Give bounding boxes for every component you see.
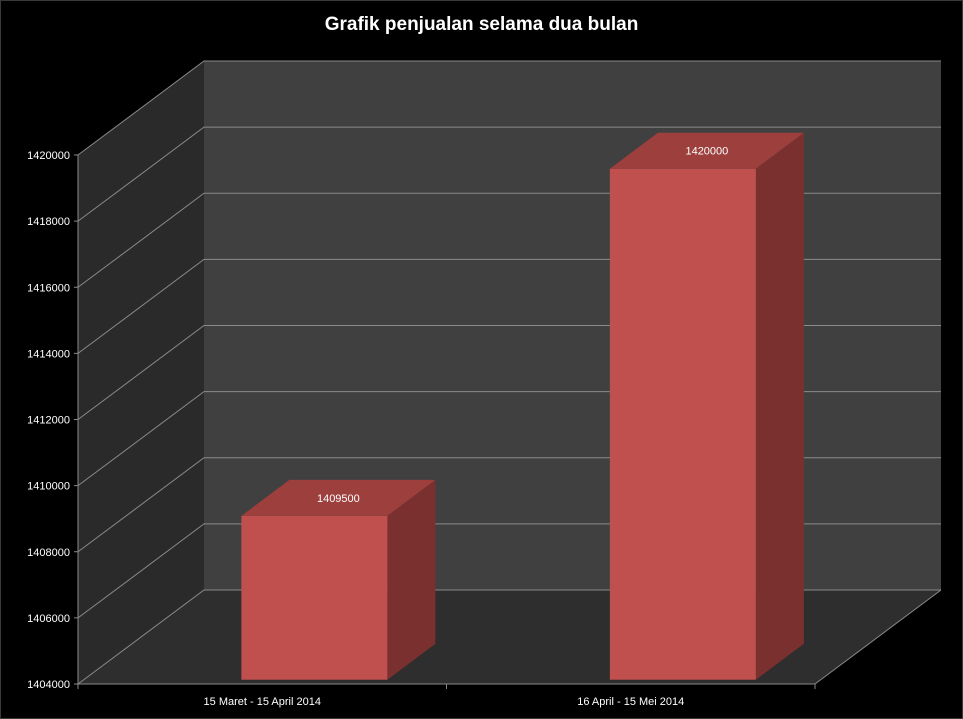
floor-edge	[814, 589, 942, 685]
y-tick-label: 1420000	[27, 150, 70, 162]
y-tick-label: 1408000	[27, 547, 70, 559]
bar	[241, 515, 388, 680]
y-tick-label: 1412000	[27, 415, 70, 427]
y-gridline	[77, 60, 941, 156]
bar	[609, 168, 756, 680]
x-tick-label: 16 April - 15 Mei 2014	[577, 696, 684, 708]
data-label: 1420000	[685, 146, 728, 158]
chart-title: Grafik penjualan selama dua bulan	[324, 14, 639, 35]
y-tick-label: 1404000	[27, 679, 70, 691]
y-tick-label: 1406000	[27, 613, 70, 625]
bar-side	[755, 132, 804, 680]
bar-top	[609, 132, 804, 169]
y-tick-label: 1416000	[27, 282, 70, 294]
y-tick-label: 1414000	[27, 348, 70, 360]
data-label: 1409500	[317, 493, 360, 505]
chart-floor	[78, 590, 941, 684]
bar-side	[387, 479, 436, 680]
y-tick-label: 1410000	[27, 481, 70, 493]
y-gridline	[77, 126, 941, 222]
bar-top	[241, 479, 436, 516]
y-tick-label: 1418000	[27, 216, 70, 228]
x-tick-label: 15 Maret - 15 April 2014	[204, 696, 321, 708]
